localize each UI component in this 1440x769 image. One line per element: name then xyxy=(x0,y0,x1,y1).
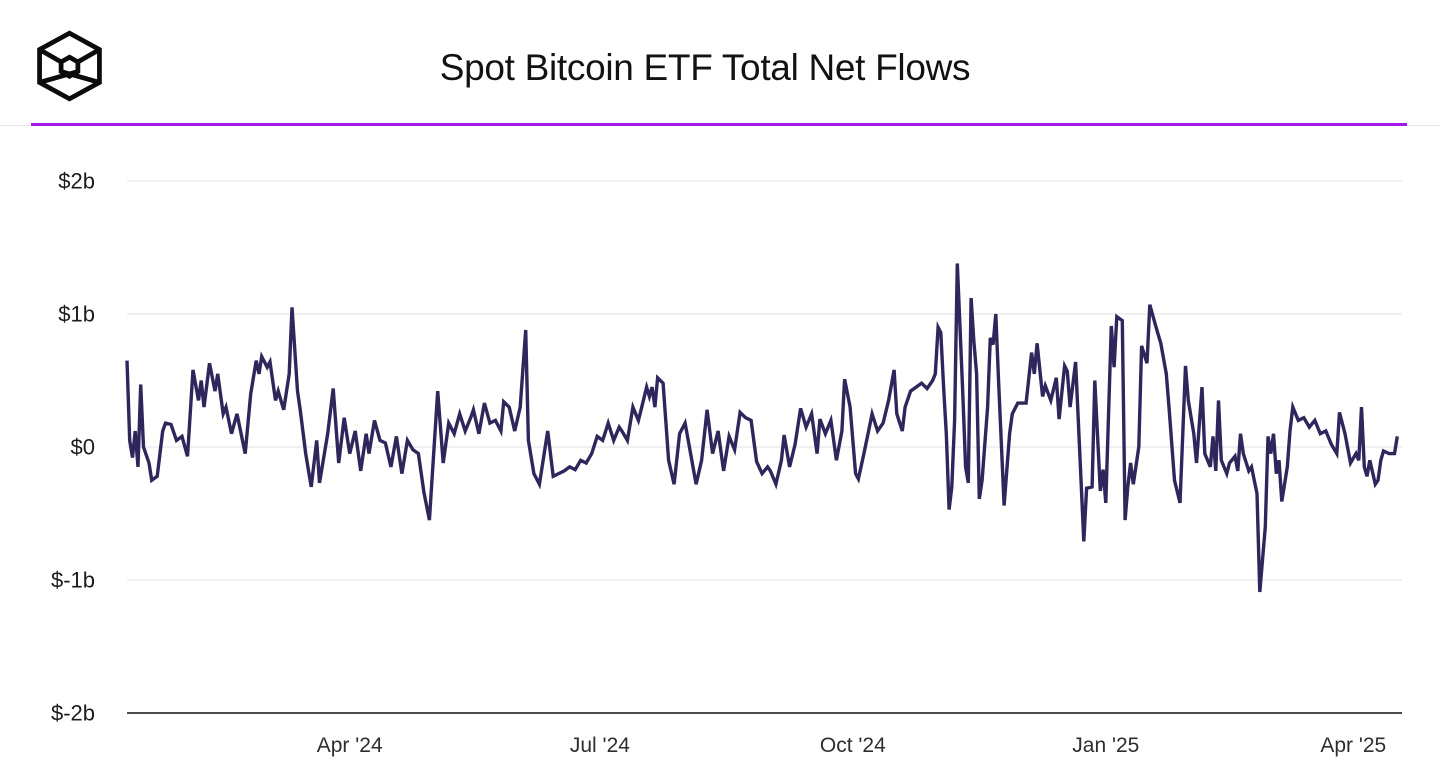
x-axis-label: Apr '25 xyxy=(1320,734,1386,757)
y-axis-label: $-1b xyxy=(51,568,95,593)
x-axis-label: Jan '25 xyxy=(1072,734,1139,757)
x-axis-label: Jul '24 xyxy=(570,734,630,757)
header-divider-accent xyxy=(31,123,1407,126)
page-title: Spot Bitcoin ETF Total Net Flows xyxy=(439,47,971,88)
x-axis-label: Apr '24 xyxy=(317,734,383,757)
cube-wireframe-icon xyxy=(37,30,102,102)
y-axis-label: $-2b xyxy=(51,701,95,726)
x-axis-label: Oct '24 xyxy=(820,734,886,757)
y-axis-label: $0 xyxy=(71,435,95,460)
the-block-logo[interactable] xyxy=(33,29,106,103)
y-axis-label: $2b xyxy=(58,169,95,194)
net-flows-line xyxy=(125,263,1399,593)
y-axis-label: $1b xyxy=(58,302,95,327)
